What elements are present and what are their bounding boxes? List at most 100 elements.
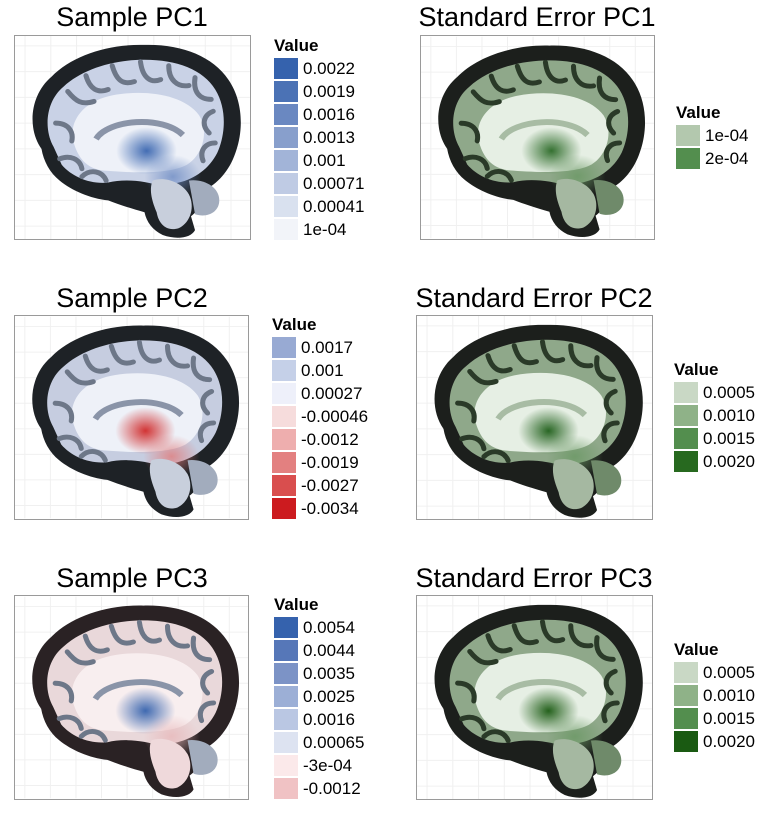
legend-label: 0.0013: [303, 128, 355, 147]
legend-entry: 0.0035: [274, 663, 355, 685]
legend-swatch: [674, 708, 698, 730]
legend-entry: 0.0010: [674, 685, 755, 707]
legend-entry: 0.0054: [274, 617, 355, 639]
legend-label: 0.0016: [303, 105, 355, 124]
legend-label: 0.00071: [303, 174, 365, 193]
legend-label: 0.0044: [303, 641, 355, 660]
legend-entry: 0.0020: [674, 451, 755, 473]
legend-label: 0.0015: [703, 429, 755, 448]
legend-label: 0.0035: [303, 664, 355, 683]
legend-label: 0.0005: [703, 663, 755, 682]
legend: Value 0.0005 0.0010 0.0015 0.0020: [674, 360, 755, 473]
legend-label: -0.0034: [301, 499, 359, 518]
panel-title: Sample PC1: [56, 2, 208, 32]
legend-label: -0.0027: [301, 476, 359, 495]
legend-swatch: [274, 127, 298, 149]
legend-label: 0.0025: [303, 687, 355, 706]
legend-title: Value: [674, 640, 719, 659]
legend-entry: 1e-04: [676, 125, 748, 147]
legend-entry: 2e-04: [676, 148, 748, 170]
legend: Value 0.0054 0.0044 0.0035 0.0025 0.0016 0.00…: [274, 595, 364, 800]
legend-label: -0.0012: [303, 779, 361, 798]
legend-entry: 0.0015: [674, 708, 755, 730]
legend-entry: -0.0012: [272, 429, 359, 451]
legend: Value 0.0022 0.0019 0.0016 0.0013 0.001 0.000…: [274, 36, 364, 241]
legend-entry: 0.0016: [274, 709, 355, 731]
legend-swatch: [274, 173, 298, 195]
brain-image: [15, 596, 248, 799]
legend-swatch: [274, 196, 298, 218]
legend-swatch: [272, 383, 296, 405]
legend-title: Value: [674, 360, 719, 379]
legend-label: -0.00046: [301, 407, 369, 426]
brain-image: [417, 596, 652, 799]
legend: Value 0.0017 0.001 0.00027 -0.00046 -0.0012 -…: [272, 315, 368, 520]
legend-label: 0.00041: [303, 197, 365, 216]
legend-entry: -0.0012: [274, 778, 361, 800]
brain-plot: [420, 35, 655, 240]
legend: Value 0.0005 0.0010 0.0015 0.0020: [674, 640, 755, 753]
legend-entry: 0.001: [274, 150, 346, 172]
legend-label: 0.00027: [301, 384, 363, 403]
legend-entry: 0.00071: [274, 173, 364, 195]
legend-label: 0.0020: [703, 732, 755, 751]
legend-entry: 0.0010: [674, 405, 755, 427]
panel-title: Standard Error PC2: [415, 283, 653, 313]
legend-swatch: [272, 475, 296, 497]
brain-image: [417, 316, 652, 519]
legend-label: -0.0019: [301, 453, 359, 472]
legend-swatch: [274, 778, 298, 800]
legend-label: 1e-04: [303, 220, 347, 239]
legend-entry: -3e-04: [274, 755, 352, 777]
legend-entry: 0.0005: [674, 382, 755, 404]
legend-label: 0.001: [301, 361, 344, 380]
legend-entry: -0.00046: [272, 406, 368, 428]
legend-entry: -0.0027: [272, 475, 359, 497]
legend-swatch: [674, 731, 698, 753]
legend-swatch: [274, 640, 298, 662]
legend-swatch: [272, 429, 296, 451]
legend-entry: 0.0020: [674, 731, 755, 753]
panel-title: Sample PC3: [56, 563, 208, 593]
legend-label: -3e-04: [303, 756, 353, 775]
legend-label: 0.0005: [703, 383, 755, 402]
legend-swatch: [674, 382, 698, 404]
brain-plot: [14, 595, 249, 800]
legend-swatch: [274, 58, 298, 80]
legend-swatch: [274, 732, 298, 754]
legend-entry: 0.0016: [274, 104, 355, 126]
legend-entry: 0.0019: [274, 81, 355, 103]
legend-label: 2e-04: [705, 149, 749, 168]
legend-swatch: [674, 428, 698, 450]
legend-label: -0.0012: [301, 430, 359, 449]
brain-plot: [14, 35, 251, 240]
legend-swatch: [274, 104, 298, 126]
legend-title: Value: [272, 315, 317, 334]
legend-swatch: [674, 451, 698, 473]
brain-image: [421, 36, 654, 239]
legend-label: 1e-04: [705, 126, 749, 145]
legend-title: Value: [274, 595, 319, 614]
legend-label: 0.0016: [303, 710, 355, 729]
legend-label: 0.0019: [303, 82, 355, 101]
brain-image: [15, 316, 248, 519]
legend-label: 0.00065: [303, 733, 365, 752]
brain-image: [15, 36, 250, 239]
legend-label: 0.0010: [703, 686, 755, 705]
legend-swatch: [274, 150, 298, 172]
brain-plot: [14, 315, 249, 520]
legend-swatch: [676, 125, 700, 147]
legend-swatch: [674, 685, 698, 707]
panel-title: Standard Error PC1: [418, 2, 656, 32]
legend-label: 0.0010: [703, 406, 755, 425]
legend-entry: 0.0005: [674, 662, 755, 684]
legend-swatch: [274, 686, 298, 708]
legend-swatch: [272, 360, 296, 382]
brain-plot: [416, 315, 653, 520]
legend-entry: 0.0025: [274, 686, 355, 708]
legend-swatch: [674, 662, 698, 684]
legend-title: Value: [676, 103, 721, 122]
legend-label: 0.0054: [303, 618, 355, 637]
legend-label: 0.0022: [303, 59, 355, 78]
legend-swatch: [272, 406, 296, 428]
